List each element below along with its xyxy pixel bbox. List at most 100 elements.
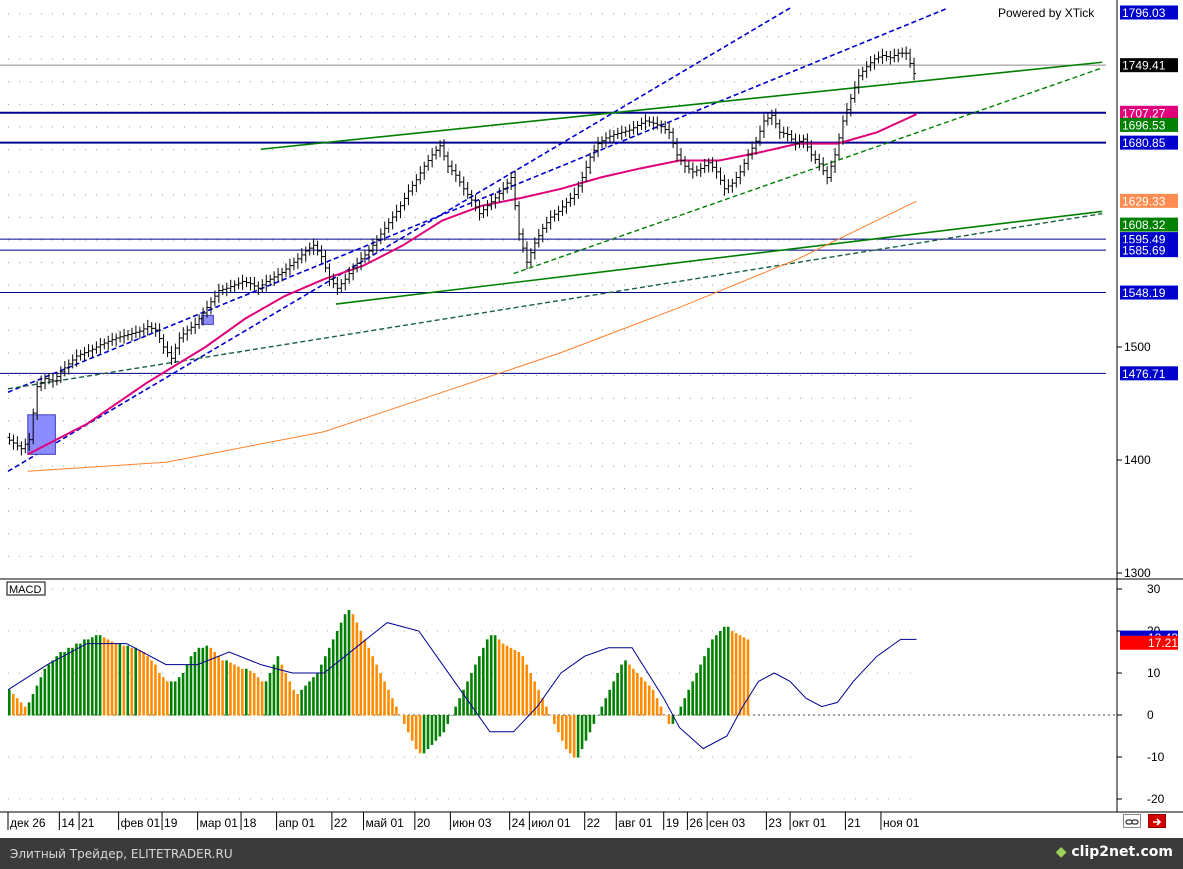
macd-histogram-bar: [359, 631, 363, 716]
macd-histogram-bar: [564, 715, 568, 750]
macd-histogram-bar: [379, 673, 382, 716]
macd-histogram-bar: [209, 647, 213, 716]
macd-histogram-bar: [237, 666, 240, 716]
price-label-box: [1120, 135, 1178, 150]
macd-histogram-bar: [23, 706, 27, 716]
macd-histogram-bar: [367, 647, 371, 716]
macd-histogram-bar: [422, 715, 426, 754]
macd-histogram-bar: [691, 681, 694, 716]
price-label: 1595.49: [1122, 233, 1166, 247]
chart-canvas[interactable]: 1300 1400 1500 1796.03 1749.41 1707.271696.53…: [0, 0, 1183, 838]
macd-histogram-bar: [497, 639, 501, 716]
macd-histogram-bar: [272, 664, 276, 716]
macd-histogram-bar: [442, 715, 446, 733]
macd-histogram-bar: [537, 689, 540, 716]
macd-histogram-bar: [130, 647, 134, 716]
macd-histogram-bar: [418, 715, 422, 754]
macd-histogram-bar: [371, 656, 374, 716]
macd-histogram-bar: [185, 664, 189, 716]
price-label: 1608.32: [1122, 218, 1166, 232]
date-label: 22: [334, 816, 348, 830]
macd-histogram-bar: [197, 647, 201, 716]
macd-histogram-bar: [154, 664, 157, 716]
price-label-box: [1120, 58, 1178, 73]
macd-histogram-bar: [19, 702, 23, 716]
macd-histogram-bar: [608, 689, 611, 716]
macd-histogram-bar: [71, 647, 74, 716]
macd-histogram-bar: [489, 635, 493, 716]
macd-tick-label: -10: [1147, 750, 1165, 764]
date-label: мар 01: [200, 816, 239, 830]
macd-histogram-bar: [651, 689, 655, 716]
macd-histogram-bar: [331, 639, 335, 716]
macd-histogram-bar: [245, 668, 248, 716]
macd-histogram-bar: [643, 681, 647, 716]
macd-histogram-bar: [43, 668, 47, 716]
ma-slow-line: [27, 200, 917, 472]
macd-histogram-bar: [474, 664, 477, 716]
macd-histogram-bar: [576, 715, 580, 758]
macd-histogram-bar: [568, 715, 572, 754]
macd-histogram-bar: [55, 656, 58, 716]
macd-histogram-bar: [746, 639, 750, 716]
macd-histogram-bar: [39, 677, 43, 716]
exit-icon[interactable]: [1148, 814, 1166, 828]
chain-icon[interactable]: [1123, 814, 1141, 828]
macd-histogram-bar: [406, 715, 410, 733]
date-label: 14: [61, 816, 75, 830]
macd-histogram-bar: [98, 635, 102, 716]
macd-histogram-bar: [703, 656, 706, 716]
macd-histogram-bar: [470, 673, 473, 716]
macd-histogram-bar: [734, 633, 738, 716]
macd-histogram-bar: [620, 664, 623, 716]
macd-histogram-bar: [462, 689, 465, 716]
price-label: 1585.69: [1122, 244, 1166, 258]
macd-histogram-bar: [339, 622, 343, 716]
macd-histogram-bar: [90, 637, 94, 716]
macd-histogram-bar: [225, 660, 228, 716]
macd-histogram-bar: [8, 689, 11, 716]
macd-histogram-bar: [722, 626, 726, 716]
macd-histogram-bar: [426, 715, 430, 750]
macd-histogram-bar: [604, 698, 608, 716]
macd-histogram-bar: [241, 668, 244, 716]
date-label: 22: [587, 816, 601, 830]
macd-histogram-bar: [707, 647, 710, 716]
date-label: апр 01: [279, 816, 316, 830]
macd-histogram-bar: [521, 656, 525, 716]
macd-histogram-bar: [683, 698, 687, 716]
macd-histogram-bar: [699, 664, 702, 716]
macd-histogram-bar: [59, 652, 62, 716]
macd-histogram-bar: [15, 698, 19, 716]
price-tick-label: 1300: [1124, 566, 1151, 580]
macd-histogram-bar: [189, 656, 193, 716]
ma-fast-line: [27, 113, 917, 456]
macd-histogram-bar: [217, 656, 220, 716]
macd-histogram-bar: [126, 645, 130, 716]
macd-histogram-bar: [675, 715, 679, 716]
macd-histogram-bar: [679, 706, 683, 716]
macd-histogram-bar: [312, 677, 315, 716]
macd-histogram-bar: [446, 715, 450, 724]
clip2net-logo[interactable]: ◆ clip2net.com: [1055, 844, 1173, 860]
teal-dashed-long: [7, 212, 1103, 390]
date-label: 20: [417, 816, 431, 830]
macd-histogram-bar: [87, 639, 90, 716]
macd-histogram-bar: [410, 715, 414, 741]
date-label: авг 01: [618, 816, 652, 830]
macd-histogram-bar: [414, 715, 418, 750]
macd-histogram-bar: [730, 631, 734, 716]
macd-histogram-bar: [308, 681, 311, 716]
macd-histogram-bar: [493, 635, 497, 716]
macd-histogram-bar: [213, 652, 216, 716]
macd-histogram-bar: [201, 647, 205, 716]
macd-label-box: [1120, 635, 1178, 650]
highlight-box: [27, 414, 56, 455]
macd-histogram-bar: [647, 685, 651, 716]
macd-histogram-bar: [102, 637, 106, 716]
macd-histogram-bar: [517, 652, 521, 716]
macd-histogram-bar: [324, 656, 327, 716]
green-trend-lower: [335, 210, 1103, 305]
macd-histogram-bar: [229, 662, 232, 716]
macd-signal-line: [7, 622, 917, 750]
